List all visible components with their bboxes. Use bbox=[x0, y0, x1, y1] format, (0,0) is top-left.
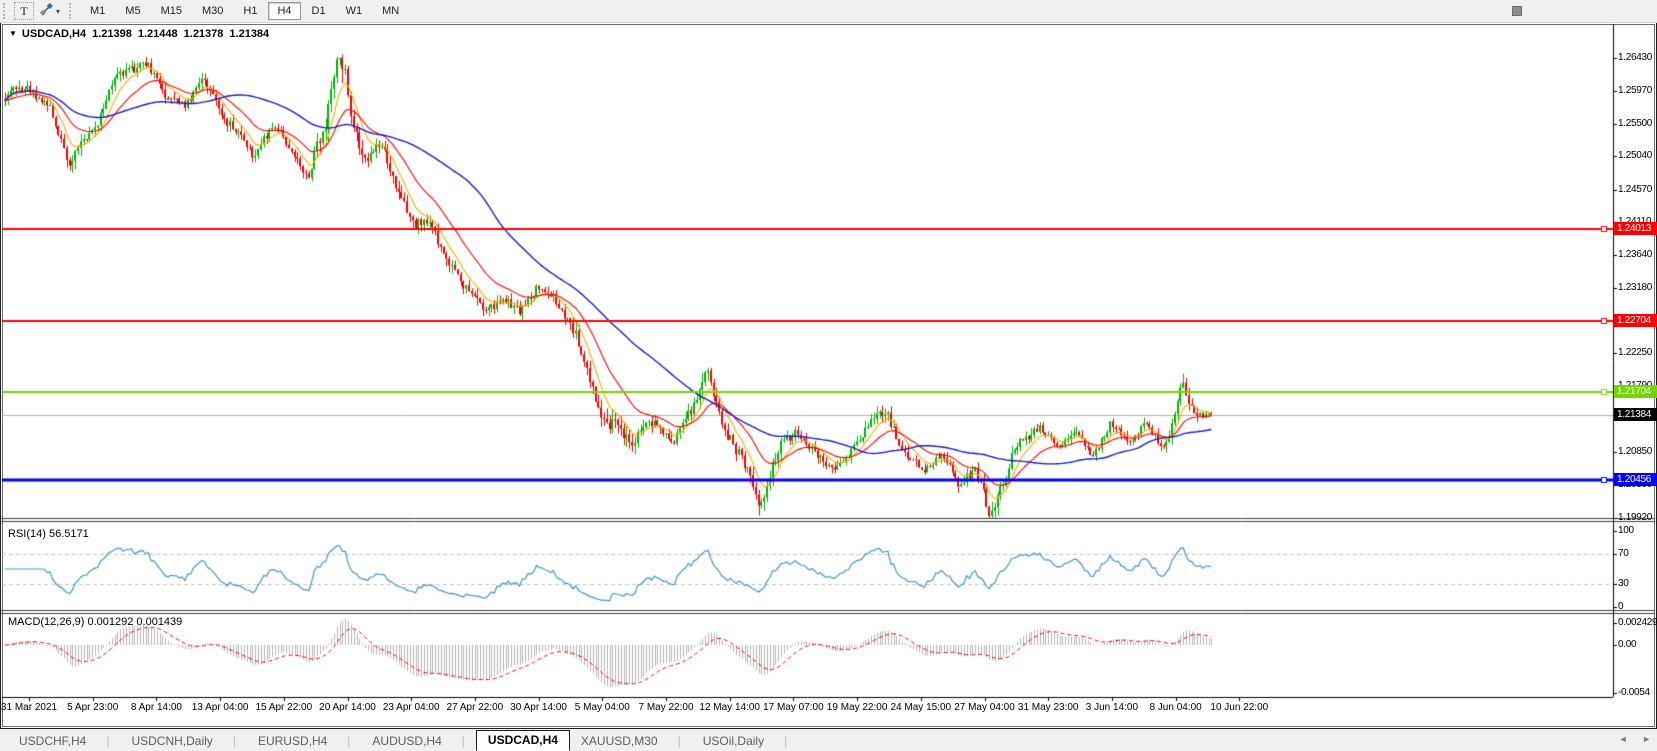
styler-icon bbox=[39, 2, 53, 19]
symbol-tab[interactable]: XAUUSD,M30 bbox=[570, 731, 692, 751]
symbol-tab[interactable]: USOil,Daily bbox=[692, 731, 798, 751]
timeframe-button[interactable]: H4 bbox=[268, 2, 301, 20]
timeframe-button[interactable]: M1 bbox=[81, 2, 114, 20]
symbol-tab[interactable]: AUDUSD,H4 bbox=[361, 731, 475, 751]
toolbar: T ▾ M1 M5 M15 M30 H1 H4 D1 W1 MN bbox=[0, 0, 1657, 23]
timeframe-button[interactable]: M30 bbox=[193, 2, 232, 20]
text-tool-button[interactable]: T bbox=[14, 2, 34, 20]
tab-scroll-right-icon[interactable]: ► bbox=[1642, 734, 1651, 744]
symbol-tab[interactable]: USDCAD,H4 bbox=[475, 730, 570, 751]
timeframe-button[interactable]: M15 bbox=[152, 2, 191, 20]
toolbar-separator bbox=[69, 3, 75, 19]
timeframe-button[interactable]: M5 bbox=[116, 2, 149, 20]
timeframe-button[interactable]: W1 bbox=[337, 2, 372, 20]
tab-scroll-arrows: ◄ ► bbox=[1607, 734, 1651, 744]
timeframe-button[interactable]: H1 bbox=[234, 2, 266, 20]
symbol-tab[interactable]: EURUSD,H4 bbox=[247, 731, 361, 751]
toolbar-dock-mark bbox=[1512, 6, 1522, 16]
symbol-tab[interactable]: USDCHF,H4 bbox=[8, 731, 120, 751]
chevron-down-icon: ▾ bbox=[56, 6, 61, 16]
symbol-tabbar: USDCHF,H4USDCNH,DailyEURUSD,H4AUDUSD,H4U… bbox=[0, 729, 1657, 751]
timeframe-button[interactable]: MN bbox=[373, 2, 408, 20]
toolbar-grip[interactable] bbox=[3, 3, 9, 19]
symbol-tab[interactable]: USDCNH,Daily bbox=[120, 731, 246, 751]
tab-scroll-left-icon[interactable]: ◄ bbox=[1618, 734, 1628, 744]
styles-tool-button[interactable]: ▾ bbox=[34, 2, 66, 20]
timeframe-button[interactable]: D1 bbox=[303, 2, 335, 20]
